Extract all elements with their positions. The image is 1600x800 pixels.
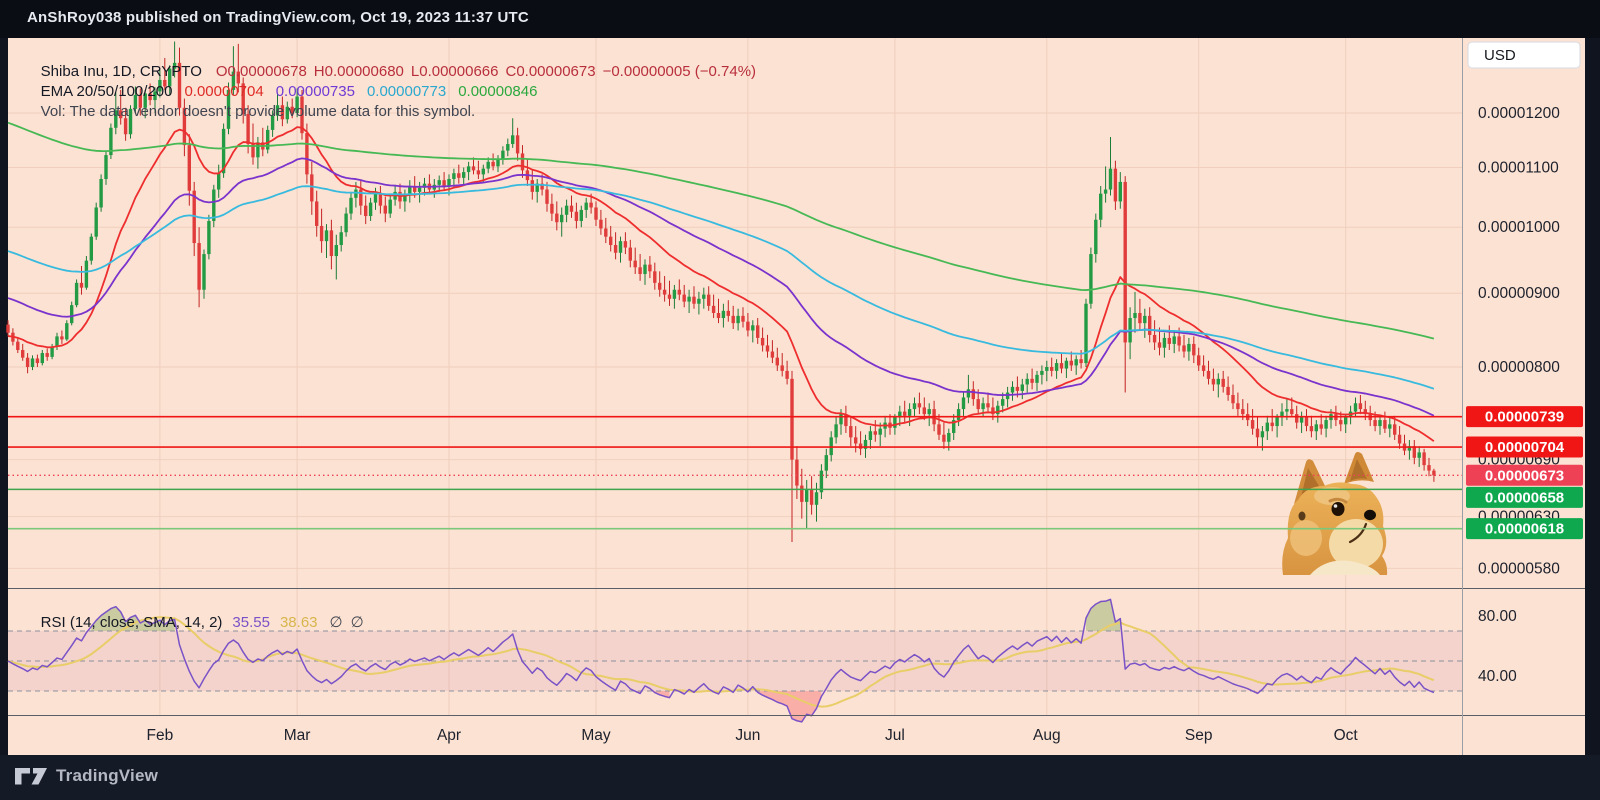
svg-text:0.00000900: 0.00000900: [1478, 285, 1560, 302]
ohlc-close: C0.00000673: [505, 63, 596, 80]
svg-text:USD: USD: [1484, 47, 1516, 64]
svg-text:80.00: 80.00: [1478, 608, 1517, 625]
svg-text:Jun: Jun: [735, 727, 760, 744]
svg-text:Feb: Feb: [147, 727, 174, 744]
ema20-value: 0.00000704: [184, 83, 264, 100]
ema-legend-title: EMA 20/50/100/200: [40, 83, 173, 100]
candles-layer: [6, 41, 1436, 542]
svg-text:Mar: Mar: [284, 727, 311, 744]
rsi-lower-band-value: ∅: [350, 614, 364, 631]
tradingview-logo-icon: [15, 767, 47, 784]
svg-text:40.00: 40.00: [1478, 668, 1517, 685]
rsi-value: 35.55: [232, 614, 270, 631]
ohlc-change: −0.00000005 (−0.74%): [602, 63, 757, 80]
ohlc-open: O0.00000678: [215, 63, 307, 80]
symbol-legend-row: Shiba Inu, 1D, CRYPTO O0.00000678 H0.00000…: [24, 45, 763, 99]
axes-layer[interactable]: 0.00001200 0.00001100 0.00001000 0.00000900…: [8, 38, 1585, 755]
ema50-value: 0.00000735: [275, 83, 355, 100]
symbol-title: Shiba Inu, 1D, CRYPTO: [40, 63, 202, 80]
svg-text:0.00000580: 0.00000580: [1478, 560, 1560, 577]
svg-text:Sep: Sep: [1185, 727, 1213, 744]
svg-text:0.00000800: 0.00000800: [1478, 359, 1560, 376]
ohlc-high: H0.00000680: [313, 63, 404, 80]
svg-text:0.00000704: 0.00000704: [1485, 439, 1565, 456]
rsi-pane-layer: [7, 598, 1462, 723]
snapshot-title: AnShRoy038 published on TradingView.com,…: [27, 9, 529, 26]
ema-legend-row: EMA 20/50/100/200 0.00000704 0.00000735 0.0…: [24, 65, 538, 119]
snapshot-footer-bar: TradingView: [0, 755, 1600, 800]
price-level-lines-layer: [8, 415, 1462, 530]
svg-text:May: May: [581, 727, 611, 744]
svg-text:0.00001000: 0.00001000: [1478, 219, 1560, 236]
snapshot-header-bar: AnShRoy038 published on TradingView.com,…: [0, 0, 1600, 38]
rsi-upper-band-value: ∅: [329, 614, 343, 631]
svg-text:Apr: Apr: [437, 727, 461, 744]
svg-text:Jul: Jul: [885, 727, 905, 744]
ema-lines-layer: [7, 121, 1435, 442]
ema200-value: 0.00000846: [458, 83, 538, 100]
svg-text:0.00000618: 0.00000618: [1485, 521, 1564, 538]
volume-note: Vol: The data vendor doesn't provide vol…: [40, 103, 476, 120]
volume-note-row: Vol: The data vendor doesn't provide vol…: [24, 85, 476, 139]
svg-text:0.00001100: 0.00001100: [1478, 160, 1559, 177]
svg-text:Aug: Aug: [1033, 727, 1061, 744]
rsi-legend-title: RSI (14, close, SMA, 14, 2): [40, 614, 223, 631]
tradingview-logo-text: TradingView: [56, 766, 159, 785]
ohlc-low: L0.00000666: [410, 63, 499, 80]
chart-background-layer: [8, 38, 1585, 755]
svg-text:Oct: Oct: [1334, 727, 1359, 744]
svg-text:0.00001200: 0.00001200: [1478, 105, 1560, 122]
ema100-value: 0.00000773: [366, 83, 447, 100]
rsi-legend-row: RSI (14, close, SMA, 14, 2) 35.55 38.63 ∅ ∅: [24, 596, 364, 650]
svg-text:0.00000739: 0.00000739: [1485, 409, 1564, 426]
tradingview-logo[interactable]: TradingView: [14, 766, 158, 786]
svg-text:0.00000673: 0.00000673: [1485, 467, 1564, 484]
rsi-sma-value: 38.63: [279, 614, 318, 631]
svg-text:0.00000658: 0.00000658: [1485, 489, 1564, 506]
